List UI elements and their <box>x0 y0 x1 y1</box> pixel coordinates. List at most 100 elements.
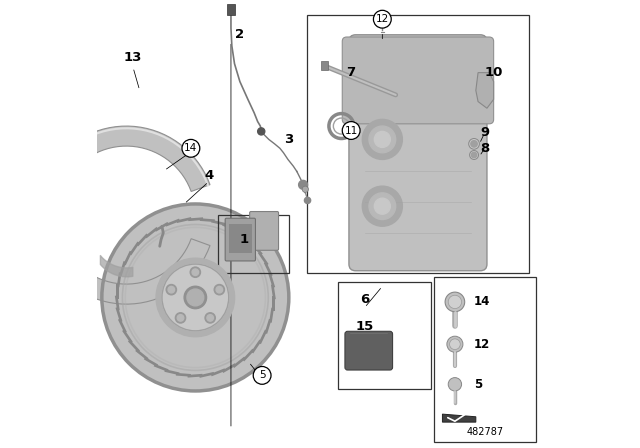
Bar <box>271 284 276 300</box>
Bar <box>228 224 252 253</box>
Bar <box>144 357 158 367</box>
Text: 12: 12 <box>376 14 389 24</box>
Bar <box>136 233 148 246</box>
Bar <box>115 307 122 322</box>
Text: 3: 3 <box>284 133 294 146</box>
Bar <box>118 319 127 333</box>
Circle shape <box>373 10 391 28</box>
Bar <box>165 219 180 227</box>
Circle shape <box>102 204 289 391</box>
Bar <box>188 374 203 378</box>
Polygon shape <box>442 414 476 422</box>
Bar <box>268 273 275 288</box>
Circle shape <box>302 186 308 192</box>
Text: 1: 1 <box>240 233 249 246</box>
Bar <box>115 295 120 310</box>
Bar <box>211 220 227 226</box>
Polygon shape <box>476 73 493 108</box>
Bar <box>232 228 247 238</box>
Circle shape <box>162 264 228 331</box>
Circle shape <box>447 336 463 352</box>
Circle shape <box>177 314 184 321</box>
FancyBboxPatch shape <box>349 35 487 271</box>
Circle shape <box>470 151 479 159</box>
Circle shape <box>205 313 215 323</box>
Bar <box>242 235 255 246</box>
Text: 5: 5 <box>474 378 482 391</box>
Bar <box>119 261 126 276</box>
Circle shape <box>190 267 200 277</box>
Circle shape <box>448 295 461 309</box>
Circle shape <box>156 258 235 337</box>
Bar <box>222 363 236 373</box>
Circle shape <box>342 121 360 139</box>
Bar <box>200 218 215 222</box>
Bar <box>264 262 273 276</box>
Circle shape <box>207 314 214 321</box>
Bar <box>222 223 237 231</box>
Bar <box>188 217 203 221</box>
Text: 6: 6 <box>360 293 369 306</box>
Circle shape <box>184 286 207 309</box>
Text: 14: 14 <box>474 295 490 308</box>
Text: 2: 2 <box>236 28 244 41</box>
Bar <box>243 349 255 362</box>
Bar <box>124 251 132 265</box>
Circle shape <box>166 284 177 295</box>
Circle shape <box>471 141 477 147</box>
Text: 14: 14 <box>184 143 198 153</box>
Bar <box>321 61 328 70</box>
Circle shape <box>187 289 204 306</box>
Circle shape <box>369 126 396 153</box>
Text: 13: 13 <box>124 51 142 64</box>
FancyBboxPatch shape <box>342 37 493 124</box>
Circle shape <box>472 152 477 158</box>
Circle shape <box>374 198 390 214</box>
Bar <box>211 368 225 376</box>
Text: 15: 15 <box>355 320 374 333</box>
Circle shape <box>468 138 479 149</box>
Bar <box>227 4 234 15</box>
Bar <box>338 282 431 389</box>
Bar <box>259 330 268 344</box>
Bar <box>251 340 262 353</box>
Bar <box>128 340 140 353</box>
Circle shape <box>253 366 271 384</box>
Bar <box>258 252 269 266</box>
Circle shape <box>175 313 186 323</box>
Text: 8: 8 <box>480 142 490 155</box>
Circle shape <box>214 284 225 295</box>
Text: 10: 10 <box>484 66 503 79</box>
Bar <box>433 277 536 442</box>
FancyBboxPatch shape <box>225 218 255 261</box>
Bar <box>272 296 275 311</box>
Polygon shape <box>37 126 210 304</box>
Circle shape <box>362 119 403 159</box>
Bar <box>199 372 214 378</box>
Bar <box>145 227 158 238</box>
Text: 4: 4 <box>204 168 213 181</box>
Bar <box>232 357 246 368</box>
Circle shape <box>305 197 310 203</box>
Circle shape <box>369 193 396 220</box>
Bar <box>177 217 191 223</box>
Bar <box>135 349 148 360</box>
FancyBboxPatch shape <box>345 332 392 370</box>
Text: 7: 7 <box>347 66 356 79</box>
Circle shape <box>362 186 403 226</box>
Text: 12: 12 <box>474 338 490 351</box>
Bar <box>176 373 191 377</box>
Text: 11: 11 <box>344 125 358 135</box>
Bar <box>116 272 122 287</box>
Bar <box>154 364 168 372</box>
Bar <box>129 241 140 255</box>
Text: 482787: 482787 <box>466 427 503 437</box>
Circle shape <box>216 286 223 293</box>
Circle shape <box>448 378 461 391</box>
Circle shape <box>168 286 175 293</box>
Bar <box>264 319 271 334</box>
Bar <box>164 369 180 375</box>
Circle shape <box>258 128 265 135</box>
FancyBboxPatch shape <box>250 211 278 250</box>
Circle shape <box>374 131 390 147</box>
